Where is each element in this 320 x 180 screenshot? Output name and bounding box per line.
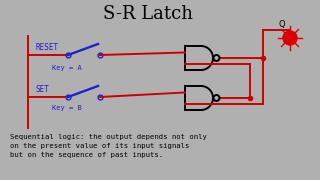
Text: RESET: RESET [35, 44, 58, 53]
Circle shape [283, 31, 297, 45]
Text: Q: Q [279, 21, 285, 30]
Circle shape [213, 55, 220, 61]
Text: Key = A: Key = A [52, 65, 82, 71]
Text: Sequential logic: the output depends not only
on the present value of its input : Sequential logic: the output depends not… [10, 134, 207, 158]
Circle shape [213, 95, 220, 101]
Text: SET: SET [35, 86, 49, 94]
Text: S-R Latch: S-R Latch [103, 5, 193, 23]
Text: Key = B: Key = B [52, 105, 82, 111]
